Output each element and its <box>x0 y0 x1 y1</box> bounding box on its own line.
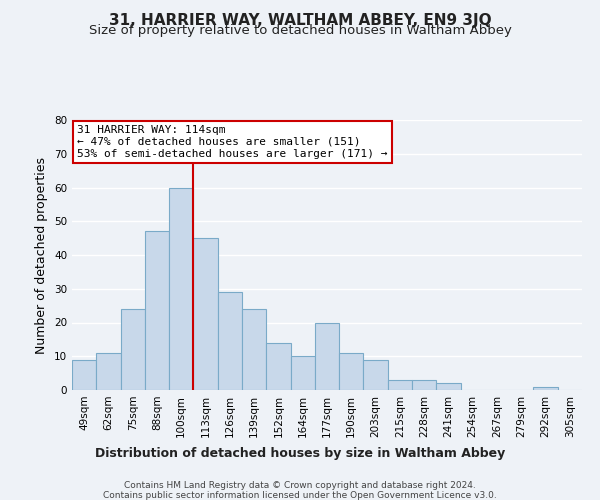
Text: 31 HARRIER WAY: 114sqm
← 47% of detached houses are smaller (151)
53% of semi-de: 31 HARRIER WAY: 114sqm ← 47% of detached… <box>77 126 388 158</box>
Bar <box>339 353 364 390</box>
Text: 31, HARRIER WAY, WALTHAM ABBEY, EN9 3JQ: 31, HARRIER WAY, WALTHAM ABBEY, EN9 3JQ <box>109 12 491 28</box>
Bar <box>533 386 558 390</box>
Bar <box>315 322 339 390</box>
Bar <box>436 383 461 390</box>
Text: Contains HM Land Registry data © Crown copyright and database right 2024.: Contains HM Land Registry data © Crown c… <box>124 481 476 490</box>
Bar <box>193 238 218 390</box>
Text: Contains public sector information licensed under the Open Government Licence v3: Contains public sector information licen… <box>103 491 497 500</box>
Bar <box>388 380 412 390</box>
Bar <box>364 360 388 390</box>
Bar <box>121 309 145 390</box>
Bar <box>242 309 266 390</box>
Bar <box>266 343 290 390</box>
Text: Distribution of detached houses by size in Waltham Abbey: Distribution of detached houses by size … <box>95 448 505 460</box>
Y-axis label: Number of detached properties: Number of detached properties <box>35 156 49 354</box>
Bar <box>218 292 242 390</box>
Bar <box>290 356 315 390</box>
Text: Size of property relative to detached houses in Waltham Abbey: Size of property relative to detached ho… <box>89 24 511 37</box>
Bar <box>169 188 193 390</box>
Bar <box>145 232 169 390</box>
Bar <box>412 380 436 390</box>
Bar <box>72 360 96 390</box>
Bar <box>96 353 121 390</box>
